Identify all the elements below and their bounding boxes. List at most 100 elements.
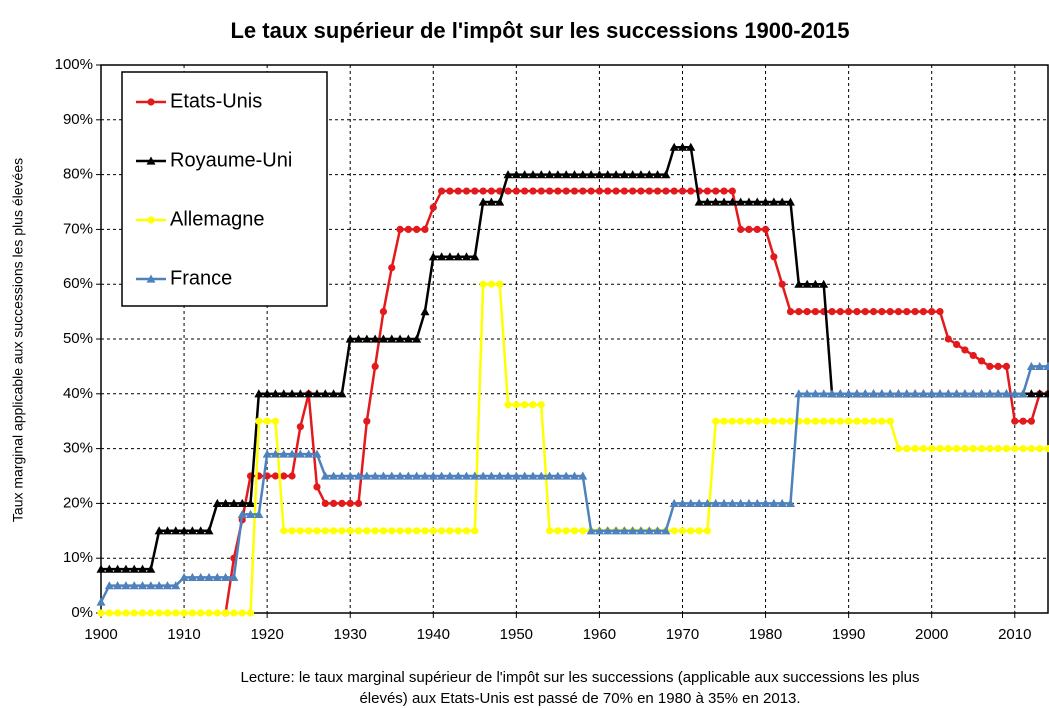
- marker: [1019, 445, 1027, 453]
- marker: [561, 170, 571, 179]
- marker: [687, 527, 695, 535]
- marker: [885, 389, 895, 398]
- marker: [687, 187, 695, 195]
- marker: [479, 187, 487, 195]
- marker: [270, 449, 280, 458]
- marker: [994, 445, 1002, 453]
- marker: [412, 334, 422, 343]
- marker: [786, 417, 795, 425]
- marker: [536, 471, 546, 480]
- marker: [753, 225, 761, 233]
- marker: [745, 417, 753, 425]
- marker: [644, 526, 654, 535]
- marker: [454, 527, 462, 535]
- marker: [1002, 445, 1011, 453]
- marker: [802, 279, 812, 288]
- marker: [421, 225, 429, 233]
- marker: [428, 252, 438, 261]
- marker: [553, 170, 563, 179]
- marker: [878, 417, 886, 425]
- marker: [903, 445, 911, 453]
- series-line: [224, 189, 1048, 614]
- marker: [827, 389, 837, 398]
- marker: [778, 280, 786, 288]
- marker: [462, 252, 472, 261]
- marker: [320, 471, 330, 480]
- marker: [396, 225, 404, 233]
- marker: [288, 472, 296, 480]
- marker: [462, 527, 471, 535]
- marker: [162, 526, 172, 535]
- marker: [238, 609, 246, 617]
- marker: [179, 526, 189, 535]
- marker: [471, 187, 479, 195]
- x-tick-label: 1970: [666, 626, 699, 643]
- marker: [594, 526, 604, 535]
- marker: [204, 572, 214, 581]
- marker: [462, 187, 471, 195]
- marker: [944, 445, 952, 453]
- marker: [1035, 361, 1045, 370]
- marker: [329, 499, 338, 507]
- marker: [104, 564, 114, 573]
- marker: [96, 564, 106, 573]
- marker: [162, 581, 172, 590]
- x-tick-label: 1900: [84, 626, 117, 643]
- marker: [944, 335, 952, 343]
- marker: [761, 417, 770, 425]
- marker: [254, 509, 264, 518]
- marker: [470, 471, 480, 480]
- marker: [1027, 417, 1035, 425]
- marker: [305, 527, 313, 535]
- marker: [246, 609, 255, 617]
- marker: [669, 498, 679, 507]
- marker: [953, 340, 961, 349]
- marker: [545, 471, 555, 480]
- marker: [378, 334, 388, 343]
- marker: [894, 308, 903, 316]
- marker: [313, 483, 321, 491]
- marker: [686, 142, 696, 151]
- marker: [403, 471, 413, 480]
- marker: [1010, 389, 1020, 398]
- marker: [952, 389, 962, 398]
- marker: [961, 445, 969, 453]
- marker: [122, 609, 130, 617]
- marker: [420, 307, 430, 316]
- marker: [1036, 445, 1044, 453]
- marker: [794, 279, 804, 288]
- marker: [594, 170, 604, 179]
- marker: [1043, 389, 1049, 398]
- marker: [644, 170, 654, 179]
- marker: [919, 445, 927, 453]
- marker: [803, 417, 811, 425]
- marker: [329, 471, 339, 480]
- marker: [304, 449, 314, 458]
- marker: [845, 308, 853, 316]
- marker: [521, 401, 529, 409]
- y-tick-label: 70%: [63, 220, 93, 237]
- marker: [803, 308, 811, 316]
- x-tick-label: 2000: [915, 626, 948, 643]
- marker: [936, 445, 944, 453]
- marker: [702, 197, 712, 206]
- marker: [363, 527, 371, 535]
- marker: [869, 389, 879, 398]
- marker: [229, 572, 239, 581]
- marker: [129, 564, 139, 573]
- marker: [370, 334, 380, 343]
- marker: [695, 527, 703, 535]
- marker: [396, 527, 404, 535]
- marker: [521, 187, 529, 195]
- marker: [271, 417, 280, 425]
- marker: [312, 389, 322, 398]
- marker: [362, 471, 372, 480]
- marker: [221, 572, 231, 581]
- marker: [603, 526, 613, 535]
- marker: [737, 225, 745, 233]
- marker: [404, 225, 412, 233]
- marker: [246, 509, 256, 518]
- marker: [902, 389, 912, 398]
- marker: [496, 280, 504, 288]
- marker: [437, 471, 447, 480]
